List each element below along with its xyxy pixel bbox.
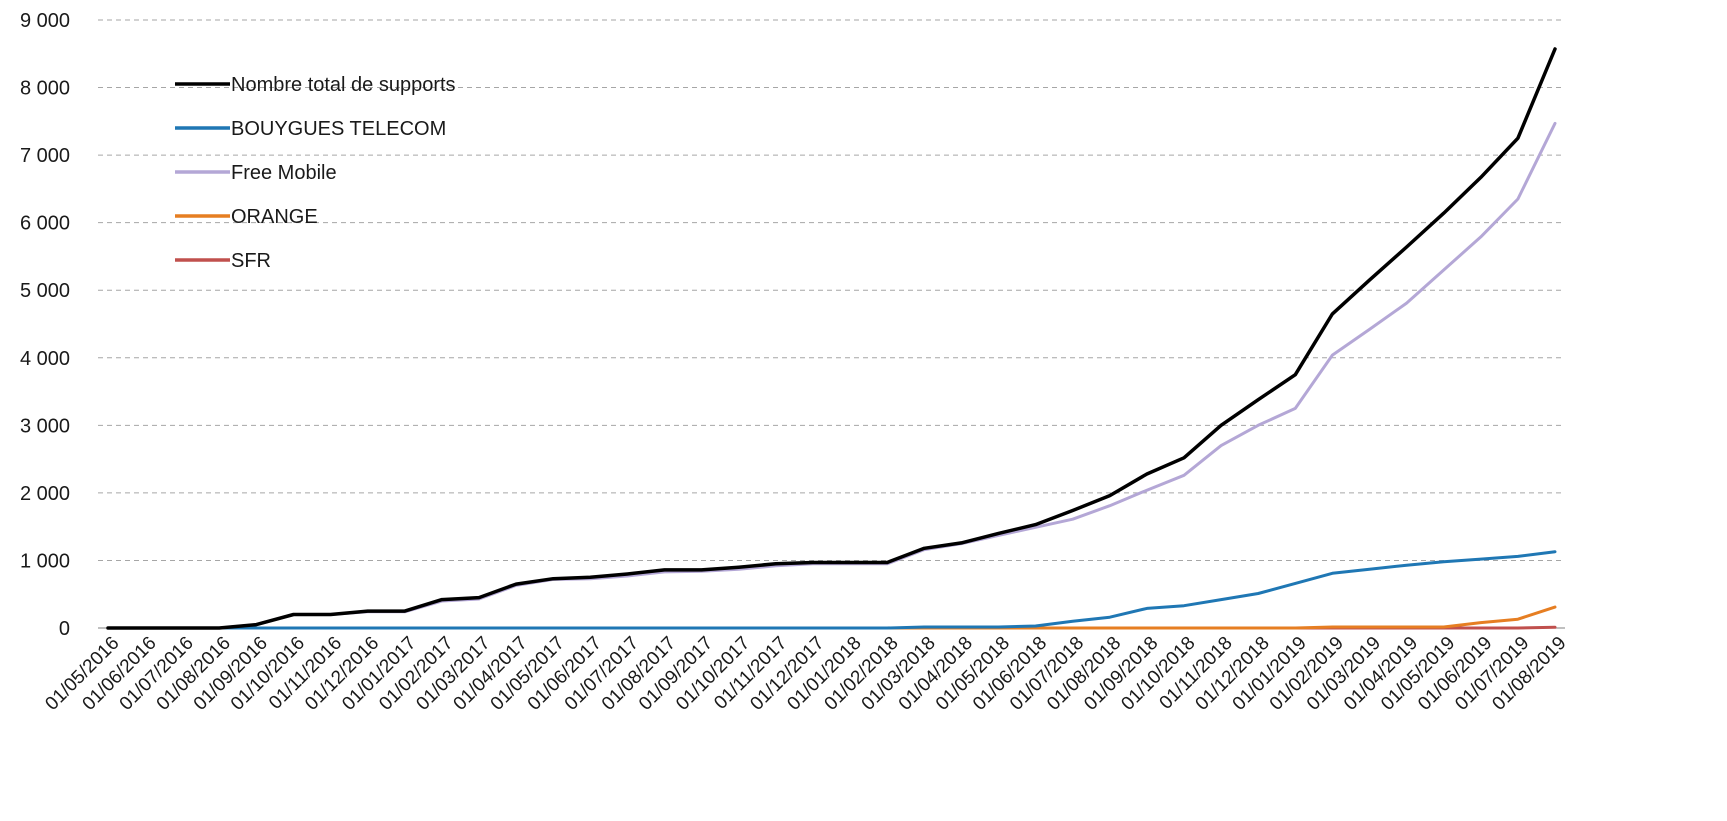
- y-tick-label: 6 000: [20, 213, 70, 235]
- grid-lines: [98, 19, 1565, 561]
- y-tick-label: 3 000: [20, 415, 70, 437]
- y-tick-label: 4 000: [20, 348, 70, 370]
- legend-label: BOUYGUES TELECOM: [231, 118, 446, 140]
- series-line-bouygues-telecom: [106, 550, 1557, 630]
- y-axis: 0 1 000 2 000 3 000 4 000 5 000 6 000 7 000 8 00…: [20, 10, 70, 640]
- y-tick-label: 7 000: [20, 145, 70, 167]
- y-tick-label: 8 000: [20, 78, 70, 100]
- series-line-orange: [106, 605, 1557, 630]
- legend: Nombre total de supports BOUYGUES TELECOM…: [175, 74, 456, 272]
- legend-label: Free Mobile: [231, 162, 337, 184]
- y-tick-label: 0: [59, 618, 70, 640]
- series-layer: [106, 47, 1557, 630]
- y-tick-label: 9 000: [20, 10, 70, 32]
- legend-label: ORANGE: [231, 206, 318, 228]
- legend-label: Nombre total de supports: [231, 74, 456, 96]
- series-line-free-mobile: [106, 121, 1557, 630]
- series-line-nombre-total-de-supports: [106, 47, 1557, 630]
- y-tick-label: 5 000: [20, 280, 70, 302]
- y-tick-label: 2 000: [20, 483, 70, 505]
- legend-label: SFR: [231, 250, 271, 272]
- y-tick-label: 1 000: [20, 550, 70, 572]
- x-axis: 01/05/201601/06/201601/07/201601/08/2016…: [41, 627, 1571, 715]
